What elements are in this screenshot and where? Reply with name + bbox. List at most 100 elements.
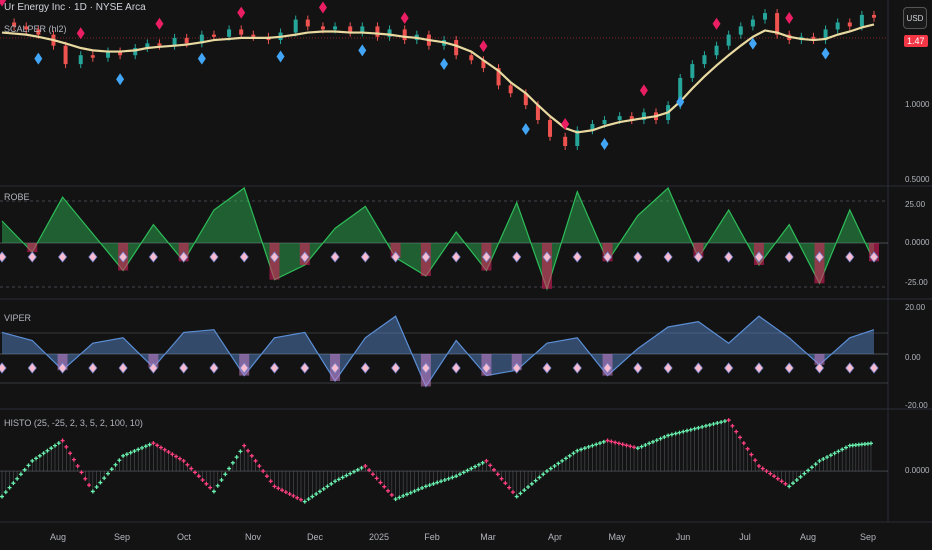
candle [563, 136, 568, 146]
histo-cross-mark [719, 420, 724, 425]
histo-cross-mark [98, 480, 103, 485]
candle [859, 14, 864, 27]
cross-diamond [391, 362, 401, 374]
cross-diamond [663, 362, 673, 374]
signal-diamond [76, 27, 85, 40]
currency-button[interactable]: USD [903, 7, 927, 29]
histo-cross-mark [696, 425, 701, 430]
histo-cross-mark [189, 466, 194, 471]
oscillator-neg-bar [27, 243, 38, 253]
histo-cross-mark [158, 445, 163, 450]
histo-cross-mark [454, 474, 459, 479]
signal-diamond [561, 117, 570, 130]
candle [523, 93, 528, 106]
cross-diamond [360, 251, 370, 263]
viper-tick: 0.00 [905, 353, 921, 362]
histo-cross-mark [579, 447, 584, 452]
histo-cross-mark [363, 464, 368, 468]
histo-cross-mark [102, 476, 107, 481]
histo-cross-mark [329, 481, 334, 486]
histo-cross-mark [298, 497, 303, 502]
histo-cross-mark [548, 466, 553, 471]
histo-tick: 0.0000 [905, 466, 930, 475]
histo-cross-mark [200, 478, 205, 482]
robe-tick: 25.00 [905, 200, 926, 209]
histo-cross-mark [348, 471, 353, 476]
candle [575, 130, 580, 146]
candle [714, 45, 719, 56]
candle [375, 26, 380, 37]
candle [145, 43, 150, 49]
cross-diamond [118, 251, 128, 263]
histo-cross-mark [662, 435, 667, 440]
histo-cross-mark [416, 487, 421, 492]
histo-cross-mark [177, 456, 182, 461]
histo-cross-mark [677, 430, 682, 435]
candle [227, 29, 232, 37]
histo-cross-mark [681, 429, 686, 434]
cross-diamond [693, 362, 703, 374]
candle [251, 34, 256, 37]
histo-cross-mark [582, 446, 587, 451]
cross-diamond [421, 251, 431, 263]
cross-diamond [421, 362, 431, 374]
cross-diamond [481, 251, 491, 263]
histo-cross-mark [791, 481, 796, 486]
histo-cross-mark [594, 442, 599, 447]
histo-cross-mark [545, 469, 549, 474]
cross-diamond [0, 362, 7, 374]
chart-title: Ur Energy Inc · 1D · NYSE Arca [4, 2, 146, 13]
histo-cross-mark [291, 493, 296, 498]
histo-cross-mark [143, 444, 148, 449]
histo-cross-mark [868, 441, 873, 446]
histo-cross-mark [597, 441, 602, 446]
candle [763, 13, 767, 20]
last-price-badge: 1.47 [904, 35, 928, 47]
histo-cross-mark [802, 471, 807, 476]
candle [402, 29, 407, 41]
histo-cross-mark [685, 428, 690, 433]
histo-cross-mark [476, 462, 481, 467]
signal-diamond [521, 123, 530, 136]
histo-cross-mark [124, 452, 129, 457]
x-tick: Aug [799, 532, 817, 542]
histo-cross-mark [423, 484, 428, 489]
cross-diamond [693, 251, 703, 263]
cross-diamond [633, 251, 643, 263]
candle [184, 37, 189, 44]
candle [454, 40, 459, 56]
cross-diamond [58, 362, 68, 374]
histo-cross-mark [828, 453, 833, 458]
candle [750, 19, 755, 27]
histo-cross-mark [49, 446, 54, 451]
histo-cross-mark [18, 472, 23, 477]
cross-diamond [869, 362, 879, 374]
candle [481, 60, 486, 69]
cross-diamond [542, 251, 552, 263]
histo-cross-mark [787, 484, 792, 489]
signal-diamond [237, 6, 246, 19]
candle [387, 29, 392, 37]
cross-diamond [814, 251, 825, 263]
histo-cross-mark [79, 470, 84, 475]
signal-diamond [318, 1, 327, 14]
histo-cross-mark [238, 449, 243, 454]
histo-cross-mark [495, 472, 500, 477]
histo-cross-mark [230, 460, 235, 465]
histo-cross-mark [71, 457, 76, 462]
histo-cross-mark [700, 424, 705, 429]
oscillator-neg-bar [814, 243, 825, 284]
signal-diamond [821, 47, 830, 60]
x-tick: Sep [113, 532, 131, 542]
histo-cross-mark [734, 429, 739, 434]
candle [293, 19, 298, 33]
histo-cross-mark [253, 458, 258, 463]
histo-cross-mark [321, 486, 326, 491]
cross-diamond [451, 251, 461, 263]
histo-cross-mark [272, 484, 277, 489]
cross-diamond [88, 362, 98, 374]
histo-cross-mark [654, 438, 659, 443]
oscillator-line [1, 315, 875, 388]
viper-tick: -20.00 [905, 401, 928, 410]
histo-cross-mark [510, 490, 515, 495]
